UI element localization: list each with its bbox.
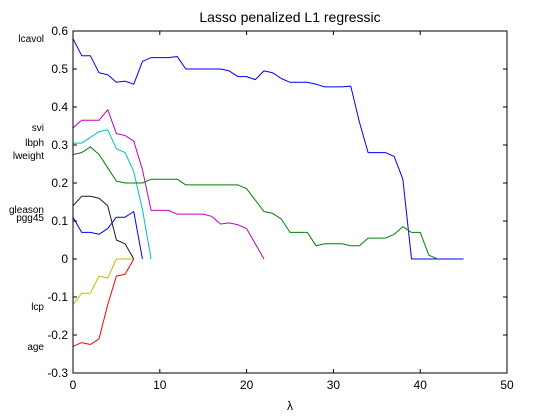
series-label-gleason: gleason: [9, 205, 44, 216]
x-tick-label: 10: [153, 378, 167, 392]
y-tick-label: 0.5: [51, 62, 68, 76]
plot-background: [73, 31, 507, 373]
series-label-lcavol: lcavol: [18, 34, 44, 45]
series-line-svi: [72, 109, 265, 260]
series-line-age: [72, 258, 135, 347]
y-tick-label: 0.4: [51, 100, 68, 114]
series-line-gleason: [72, 195, 135, 260]
plot-area: [73, 31, 507, 373]
x-tick-label: 40: [414, 378, 428, 392]
y-tick-label: 0.1: [51, 214, 68, 228]
series-label-lweight: lweight: [13, 151, 44, 162]
series-line-lcp: [72, 258, 134, 305]
series-line-lweight: [72, 146, 438, 260]
y-tick-label: -0.1: [47, 290, 68, 304]
y-tick-label: 0.2: [51, 176, 68, 190]
y-tick-label: 0.3: [51, 138, 68, 152]
plot-frame: [72, 30, 508, 374]
series-label-lbph: lbph: [25, 138, 44, 149]
series-label-svi: svi: [32, 123, 44, 134]
y-tick-label: -0.2: [47, 328, 68, 342]
x-tick-label: 30: [327, 378, 341, 392]
y-tick-label: 0.6: [51, 24, 68, 38]
series-line-lbph: [73, 129, 152, 260]
series-label-pgg45: pgg45: [16, 213, 44, 224]
x-tick-label: 0: [70, 378, 77, 392]
series-line-lcavol: [72, 38, 464, 260]
series-label-age: age: [27, 342, 44, 353]
chart-title: Lasso penalized L1 regressic: [199, 9, 380, 25]
x-axis-label: λ: [287, 399, 293, 413]
axis-ticks: 0 10 20 30 40 50 -0.3 -0.2 -0.1 0 0.1 0.2 0.3 0.4 0.5 0…: [47, 24, 514, 392]
y-tick-label: -0.3: [47, 366, 68, 380]
x-tick-label: 50: [500, 378, 514, 392]
y-tick-label: 0: [61, 252, 68, 266]
series-label-lcp: lcp: [31, 302, 44, 313]
series-line-pgg45: [72, 211, 143, 260]
x-tick-label: 20: [240, 378, 254, 392]
series-lines: [72, 38, 464, 347]
